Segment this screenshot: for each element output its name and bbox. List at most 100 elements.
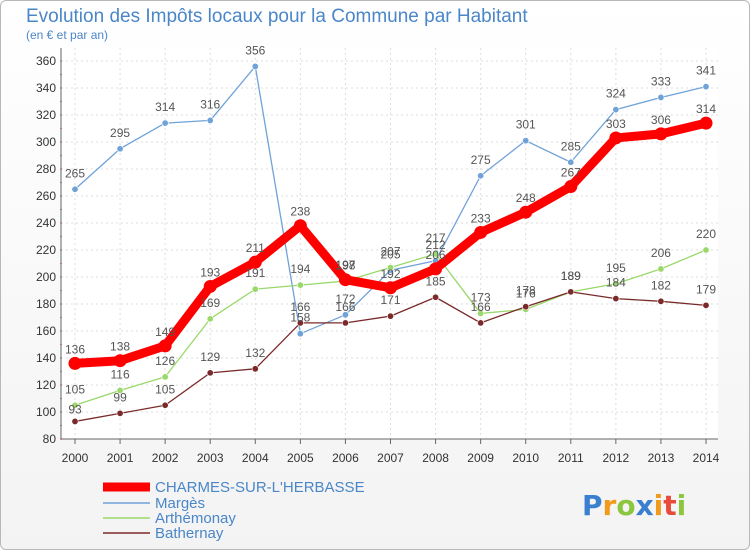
logo-letter: i	[654, 489, 664, 522]
data-label-3: 179	[696, 282, 716, 296]
y-tick-label: 140	[36, 351, 56, 365]
plot-area	[61, 48, 718, 439]
series-point-0	[68, 356, 82, 370]
data-label-3: 166	[335, 300, 355, 314]
series-point-3	[161, 401, 169, 409]
x-tick-label: 2003	[197, 451, 224, 465]
x-tick-label: 2011	[558, 451, 584, 465]
x-tick-label: 2007	[377, 451, 404, 465]
series-point-2	[296, 281, 304, 289]
series-point-3	[251, 365, 259, 373]
series-point-0	[384, 281, 397, 295]
series-point-1	[341, 311, 349, 319]
y-tick-label: 160	[36, 324, 56, 338]
series-point-0	[113, 354, 127, 368]
series-point-1	[702, 83, 710, 91]
y-tick-label: 240	[36, 216, 56, 230]
y-tick-label: 280	[36, 162, 56, 176]
data-label-0: 198	[335, 259, 355, 273]
series-point-2	[71, 401, 79, 409]
series-point-0	[654, 127, 668, 141]
data-label-2: 169	[200, 296, 220, 310]
logo-letter: r	[603, 489, 617, 522]
data-label-1: 324	[606, 87, 626, 101]
legend-label-1: Margès	[155, 495, 205, 512]
data-label-3: 132	[245, 346, 265, 360]
chart-title: Evolution des Impôts locaux pour la Comm…	[26, 6, 528, 27]
series-point-1	[161, 119, 169, 127]
y-tick-label: 340	[36, 81, 56, 95]
series-point-3	[296, 319, 304, 327]
data-label-0: 193	[200, 265, 220, 279]
data-label-0: 303	[606, 117, 626, 131]
data-label-1: 205	[380, 247, 400, 261]
x-tick-label: 2006	[332, 451, 359, 465]
series-point-2	[251, 285, 259, 293]
x-tick-label: 2014	[693, 451, 720, 465]
series-point-3	[702, 301, 710, 309]
x-tick-label: 2009	[467, 451, 494, 465]
data-label-1: 301	[516, 118, 536, 132]
legend-label-0: CHARMES-SUR-L'HERBASSE	[155, 479, 365, 496]
series-point-3	[477, 319, 485, 327]
series-point-0	[293, 219, 307, 233]
data-label-2: 126	[155, 354, 175, 368]
data-label-3: 185	[426, 274, 446, 288]
data-label-3: 93	[68, 402, 82, 416]
x-tick-label: 2012	[603, 451, 630, 465]
data-label-2: 176	[516, 286, 536, 300]
data-label-3: 99	[113, 390, 127, 404]
proxiti-logo: Proxiti	[582, 489, 686, 522]
x-tick-label: 2001	[107, 451, 134, 465]
grid	[61, 48, 718, 440]
y-tick-label: 300	[36, 135, 56, 149]
data-label-0: 211	[246, 241, 265, 255]
x-tick-label: 2000	[62, 451, 89, 465]
series-point-3	[612, 295, 620, 303]
series-point-0	[519, 205, 533, 219]
series-point-1	[477, 172, 485, 180]
data-label-0: 206	[426, 248, 446, 262]
logo-letter: i	[677, 489, 687, 522]
series-point-0	[203, 279, 217, 293]
y-tick-label: 100	[36, 405, 56, 419]
legend-label-3: Bathernay	[155, 525, 224, 542]
series-point-0	[609, 131, 623, 145]
data-label-2: 206	[651, 246, 671, 260]
series-point-3	[657, 297, 665, 305]
data-label-0: 306	[651, 113, 671, 127]
data-label-0: 136	[65, 342, 85, 356]
series-point-1	[657, 93, 665, 101]
data-labels: 136 138 149 193 211 238 198 192 206 233 248 267 303 3…	[65, 43, 716, 416]
data-label-1: 275	[471, 153, 491, 167]
series-point-0	[564, 180, 578, 194]
x-tick-label: 2010	[512, 451, 539, 465]
data-label-2: 189	[561, 269, 581, 283]
y-tick-label: 260	[36, 189, 56, 203]
x-tick-label: 2002	[152, 451, 179, 465]
data-label-0: 138	[110, 340, 130, 354]
series-point-1	[567, 158, 575, 166]
data-label-1: 295	[110, 126, 130, 140]
data-label-2: 195	[606, 261, 626, 275]
data-label-2: 197	[335, 258, 355, 272]
data-label-3: 105	[155, 382, 175, 396]
series-point-1	[251, 62, 259, 70]
series-point-3	[386, 312, 394, 320]
data-label-1: 285	[561, 139, 581, 153]
data-label-2: 105	[65, 382, 85, 396]
series-point-3	[206, 369, 214, 377]
data-label-2: 116	[111, 367, 130, 381]
data-label-3: 184	[606, 276, 626, 290]
series-point-0	[429, 262, 443, 276]
series-point-2	[116, 386, 124, 394]
series-layer	[68, 62, 713, 425]
series-point-2	[432, 250, 440, 258]
data-label-1: 172	[335, 292, 355, 306]
series-point-0	[699, 116, 713, 130]
x-tick-label: 2008	[422, 451, 449, 465]
logo-letter: x	[636, 489, 654, 522]
series-point-1	[296, 330, 304, 338]
chart-subtitle: (en € et par an)	[26, 28, 108, 42]
